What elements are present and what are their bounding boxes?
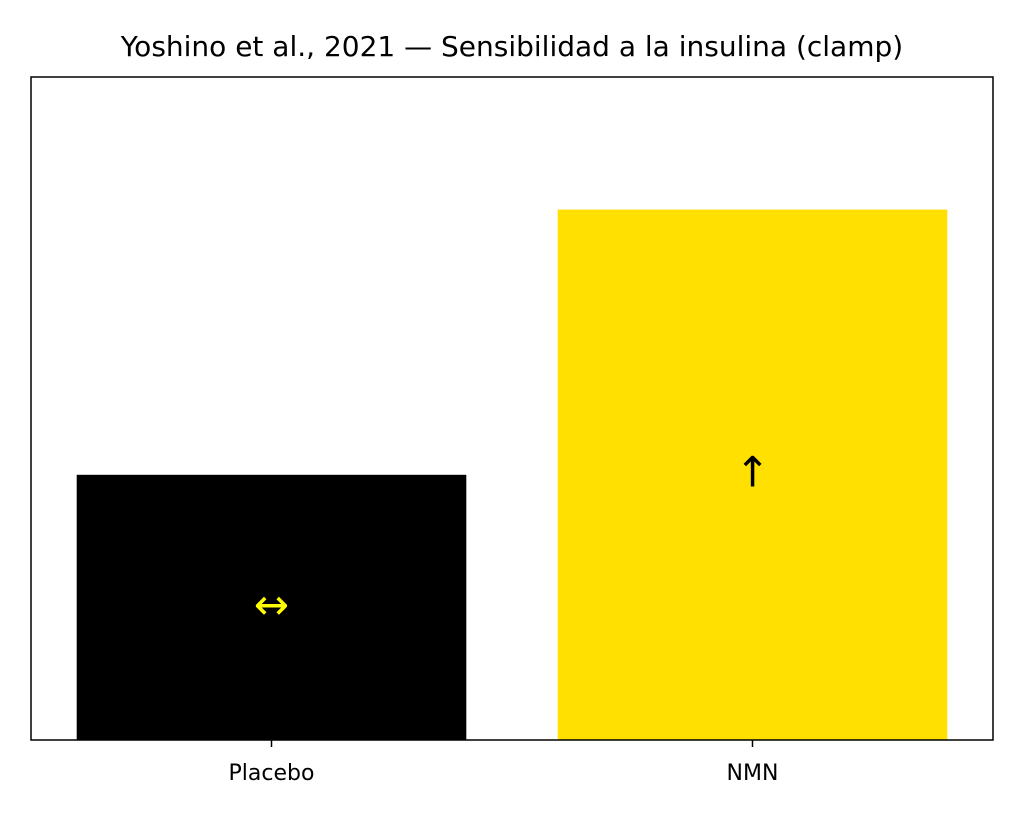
plot-frame [30,76,994,741]
x-tick-label: Placebo [229,761,315,786]
bar [557,209,948,741]
x-tick-label: NMN [727,761,779,786]
chart-title: Yoshino et al., 2021 — Sensibilidad a la… [120,30,903,63]
bar-annotation: ↑ [735,447,770,496]
bar [76,474,467,740]
bar-annotation: ↔ [254,580,289,629]
